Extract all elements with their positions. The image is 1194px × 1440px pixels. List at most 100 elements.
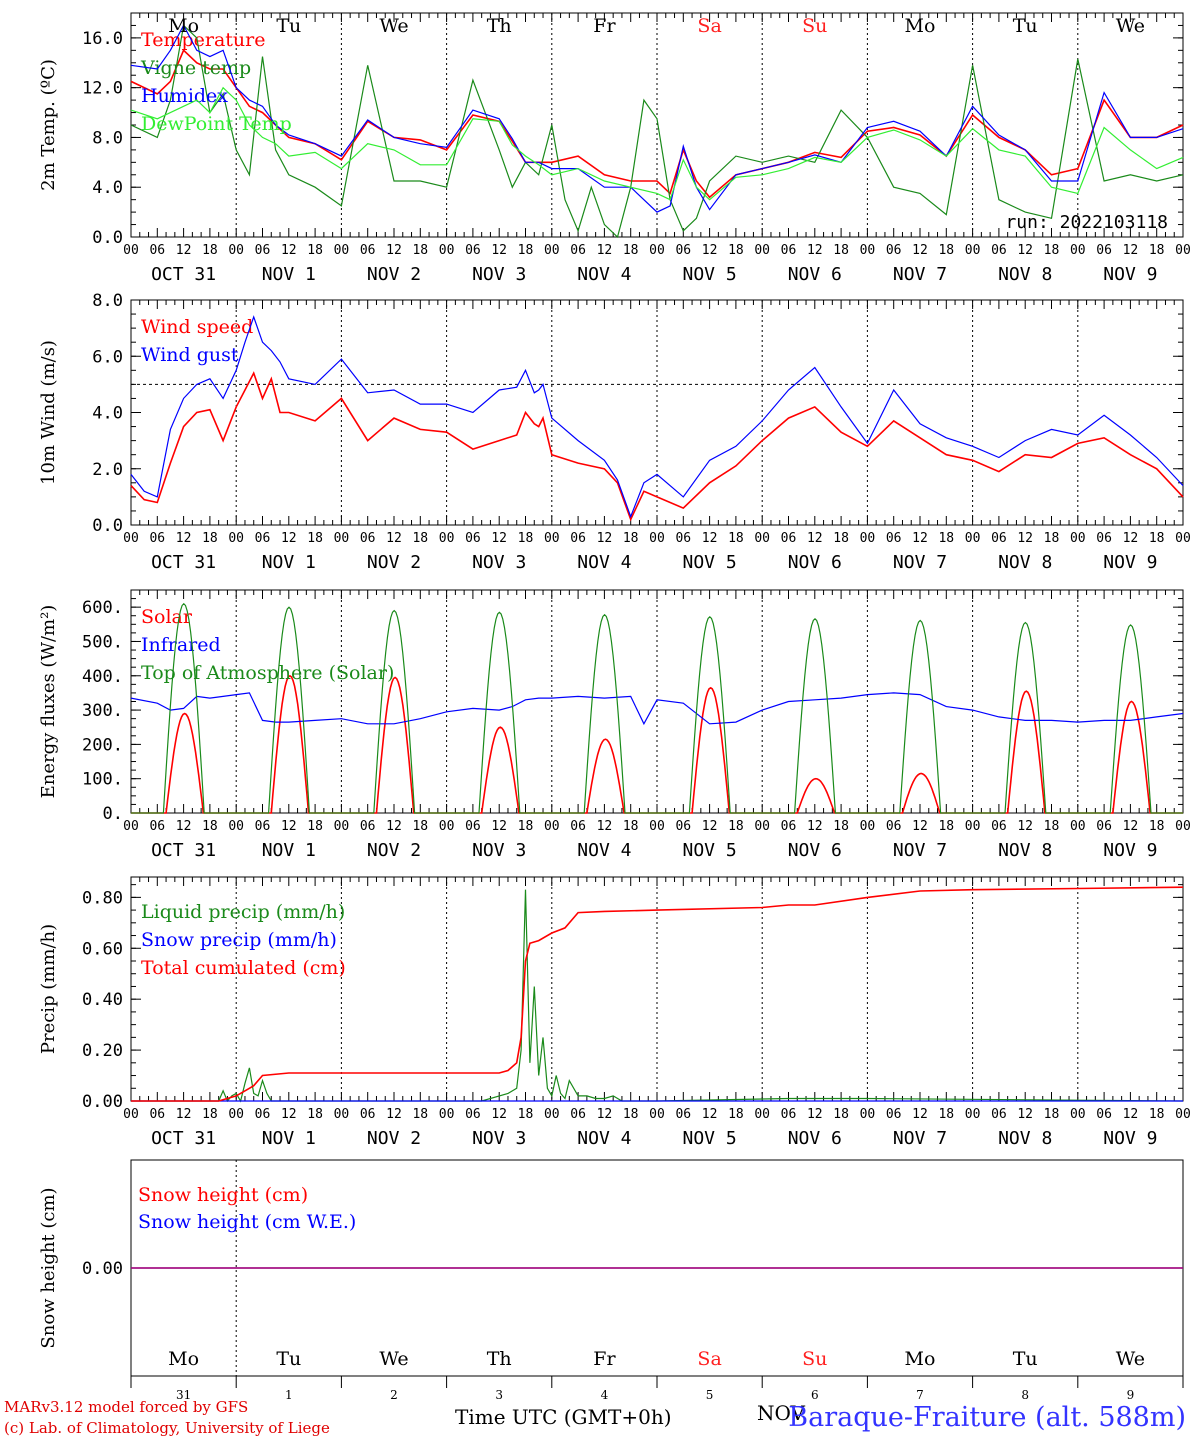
panel-2-hour-label: 18: [1149, 531, 1165, 546]
bottom-day-number: 31: [176, 1388, 191, 1402]
panel-4-hour-label: 12: [1017, 1107, 1033, 1122]
panel-4-hour-label: 06: [781, 1107, 797, 1122]
panel-1-hour-label: 18: [938, 243, 954, 258]
panel-1-hour-label: 12: [702, 243, 718, 258]
panel-1-hour-label: 00: [228, 243, 244, 258]
panel-1-hour-label: 00: [1070, 243, 1086, 258]
panel-2-hour-label: 12: [176, 531, 192, 546]
top-day-label: We: [379, 15, 408, 37]
panel-2-legend-2: Wind gust: [141, 344, 239, 366]
panel-4-hour-label: 18: [833, 1107, 849, 1122]
panel-1-hour-label: 06: [781, 243, 797, 258]
panel-3-hour-label: 00: [1175, 819, 1191, 834]
panel-2-y-tick-label: 4.0: [92, 404, 123, 424]
panel-1-hour-label: 00: [860, 243, 876, 258]
panel-2-hour-label: 18: [307, 531, 323, 546]
panel-4-hour-label: 12: [1123, 1107, 1139, 1122]
panel-1-date-label: NOV 9: [1103, 264, 1157, 285]
panel-3-hour-label: 18: [938, 819, 954, 834]
panel-2-hour-label: 06: [570, 531, 586, 546]
panel-2-hour-label: 00: [754, 531, 770, 546]
panel-3-hour-label: 00: [228, 819, 244, 834]
panel-1-hour-label: 00: [334, 243, 350, 258]
panel-2-hour-label: 12: [912, 531, 928, 546]
panel-3-y-tick-label: 200.: [82, 735, 123, 755]
panel-1-date-label: NOV 1: [262, 264, 316, 285]
panel-3-date-label: OCT 31: [151, 840, 216, 861]
panel-3-hour-label: 18: [518, 819, 534, 834]
panel-4-date-label: NOV 5: [683, 1128, 737, 1149]
panel-3-hour-label: 06: [1096, 819, 1112, 834]
panel-3-hour-label: 06: [465, 819, 481, 834]
panel-4-date-label: NOV 4: [577, 1128, 631, 1149]
panel-4-hour-label: 12: [597, 1107, 613, 1122]
panel-4-hour-label: 18: [518, 1107, 534, 1122]
panel-2-y-axis-title: 10m Wind (m/s): [38, 340, 59, 485]
panel-2-hour-label: 00: [649, 531, 665, 546]
panel-3-hour-label: 00: [860, 819, 876, 834]
panel-4-hour-label: 06: [675, 1107, 691, 1122]
panel-1-hour-label: 12: [491, 243, 507, 258]
panel-4-hour-label: 06: [465, 1107, 481, 1122]
bottom-day-label: Tu: [276, 1348, 301, 1370]
bottom-day-label: Fr: [593, 1348, 616, 1370]
panel-2-hour-label: 00: [123, 531, 139, 546]
panel-3-y-tick-label: 400.: [82, 667, 123, 687]
panel-2-series-wind-speed: [130, 371, 1184, 522]
panel-1-hour-label: 06: [570, 243, 586, 258]
top-day-label: Tu: [276, 15, 301, 37]
panel-2-hour-label: 00: [334, 531, 350, 546]
panel-4-hour-label: 00: [965, 1107, 981, 1122]
panel-3-hour-label: 06: [570, 819, 586, 834]
model-caption: MARv3.12 model forced by GFS: [4, 1398, 249, 1416]
top-day-label: We: [1116, 15, 1145, 37]
panel-1-run-label: run: 2022103118: [1005, 212, 1168, 233]
panel-4-date-label: OCT 31: [151, 1128, 216, 1149]
panel-3-hour-label: 00: [754, 819, 770, 834]
panel-1-hour-label: 18: [518, 243, 534, 258]
panel-4-legend-3: Total cumulated (cm): [141, 957, 346, 979]
top-day-label: Fr: [593, 15, 616, 37]
bottom-day-number: 8: [1021, 1388, 1029, 1402]
panel-3-hour-label: 18: [833, 819, 849, 834]
panel-3-hour-label: 06: [675, 819, 691, 834]
panel-1-hour-label: 06: [255, 243, 271, 258]
panel-4-date-label: NOV 9: [1103, 1128, 1157, 1149]
panel-3-hour-label: 18: [623, 819, 639, 834]
panel-1-hour-label: 06: [886, 243, 902, 258]
panel-4-hour-label: 06: [886, 1107, 902, 1122]
panel-3-date-label: NOV 1: [262, 840, 316, 861]
panel-1-hour-label: 06: [360, 243, 376, 258]
panel-2-y-tick-label: 8.0: [92, 291, 123, 311]
panel-3-hour-label: 18: [1044, 819, 1060, 834]
panel-2-hour-label: 12: [281, 531, 297, 546]
panel-2-hour-label: 18: [833, 531, 849, 546]
panel-4-hour-label: 18: [412, 1107, 428, 1122]
panel-1-hour-label: 00: [439, 243, 455, 258]
panel-4-hour-label: 06: [991, 1107, 1007, 1122]
panel-2-date-label: NOV 2: [367, 552, 421, 573]
panel-4-y-tick-label: 0.40: [82, 990, 123, 1010]
panel-1-hour-label: 18: [623, 243, 639, 258]
bottom-day-label: Tu: [1013, 1348, 1038, 1370]
panel-5-y-tick-label: 0.00: [82, 1259, 123, 1279]
panel-4-y-tick-label: 0.80: [82, 888, 123, 908]
bottom-day-number: 6: [811, 1388, 819, 1402]
panel-2-hour-label: 12: [597, 531, 613, 546]
panel-4-hour-label: 00: [439, 1107, 455, 1122]
panel-1-date-label: NOV 8: [998, 264, 1052, 285]
panel-4-hour-label: 06: [1096, 1107, 1112, 1122]
top-day-label: Sa: [697, 15, 721, 37]
panel-4-hour-label: 18: [623, 1107, 639, 1122]
panel-1-y-tick-label: 16.0: [82, 29, 123, 49]
panel-3-date-label: NOV 3: [472, 840, 526, 861]
panel-1-date-label: OCT 31: [151, 264, 216, 285]
panel-3-hour-label: 12: [912, 819, 928, 834]
panel-3-y-tick-label: 300.: [82, 701, 123, 721]
top-day-label: Su: [802, 15, 827, 37]
bottom-day-label: Mo: [905, 1348, 936, 1370]
panel-1-hour-label: 00: [965, 243, 981, 258]
panel-4-hour-label: 00: [860, 1107, 876, 1122]
panel-3-date-label: NOV 6: [788, 840, 842, 861]
panel-2-hour-label: 06: [149, 531, 165, 546]
